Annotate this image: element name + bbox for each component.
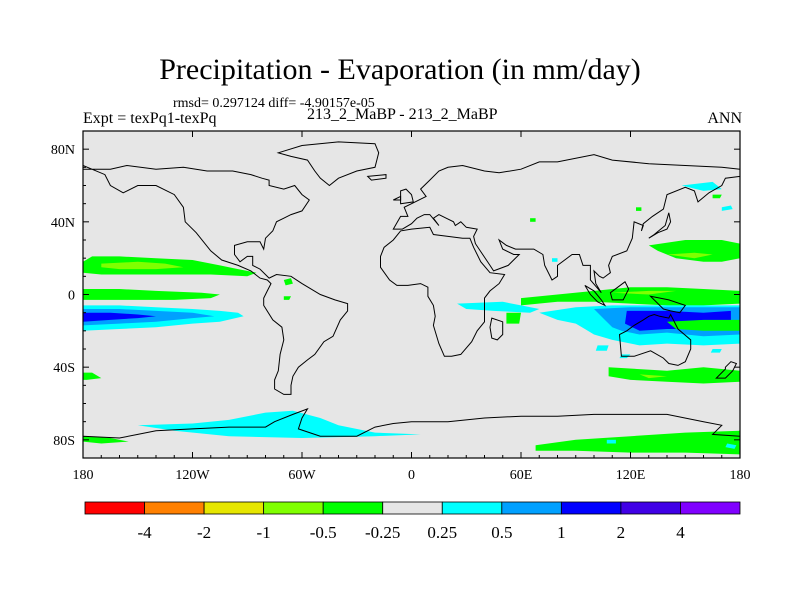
colorbar-label: -0.25 bbox=[365, 523, 400, 542]
y-tick-label: 80N bbox=[51, 143, 75, 158]
contour-region bbox=[521, 287, 740, 306]
chart-title: Precipitation - Evaporation (in mm/day) bbox=[159, 53, 641, 86]
contour-region bbox=[639, 374, 667, 379]
colorbar-label: -1 bbox=[257, 523, 271, 542]
colorbar-label: 1 bbox=[557, 523, 566, 542]
contour-region bbox=[710, 349, 722, 353]
coastline-layer bbox=[83, 141, 740, 458]
coastline bbox=[393, 195, 402, 201]
coastline bbox=[648, 212, 672, 239]
y-tick-label: 80S bbox=[53, 434, 75, 449]
contour-region bbox=[101, 261, 184, 270]
colorbar-swatch bbox=[680, 501, 741, 515]
contour-region bbox=[283, 296, 291, 300]
coastline bbox=[276, 141, 380, 187]
x-tick-label: 0 bbox=[408, 468, 415, 483]
stats-line: rmsd= 0.297124 diff= -4.90157e-05 bbox=[173, 96, 375, 111]
contour-region bbox=[552, 258, 558, 262]
colorbar-label: -2 bbox=[197, 523, 211, 542]
x-tick-label: 180 bbox=[73, 468, 94, 483]
coastline bbox=[400, 188, 414, 205]
colorbar-swatch bbox=[203, 501, 265, 515]
colorbar-label: 4 bbox=[676, 523, 685, 542]
colorbar-label: 0.5 bbox=[491, 523, 512, 542]
contour-region bbox=[608, 367, 740, 384]
colorbar-swatch bbox=[501, 501, 562, 515]
contour-region bbox=[530, 218, 536, 222]
colorbar-label: -0.5 bbox=[310, 523, 337, 542]
contour-region bbox=[83, 436, 129, 444]
contour-region bbox=[712, 194, 722, 199]
x-tick-label: 60W bbox=[288, 468, 316, 483]
contour-region bbox=[667, 252, 713, 259]
y-tick-label: 40S bbox=[53, 361, 75, 376]
contour-region bbox=[83, 312, 156, 322]
contour-region bbox=[725, 443, 737, 449]
coastline bbox=[649, 295, 687, 314]
contour-region bbox=[535, 430, 740, 455]
coastline bbox=[489, 317, 504, 341]
contour-region bbox=[595, 345, 609, 351]
contour-region bbox=[612, 290, 677, 295]
colorbar-swatch bbox=[263, 501, 324, 515]
contour-fill-layer bbox=[83, 181, 740, 455]
coastline bbox=[609, 281, 630, 301]
contour-region bbox=[506, 312, 521, 324]
contour-region bbox=[681, 181, 722, 191]
contour-region bbox=[721, 205, 733, 211]
coastline bbox=[83, 407, 740, 458]
colorbar-label: 0.25 bbox=[427, 523, 457, 542]
coastline bbox=[380, 226, 506, 357]
x-tick-label: 60E bbox=[510, 468, 533, 483]
coastline bbox=[715, 361, 738, 379]
x-tick-label: 180 bbox=[730, 468, 751, 483]
contour-region bbox=[83, 289, 220, 300]
colorbar-label: -4 bbox=[137, 523, 152, 542]
colorbar-swatch bbox=[382, 501, 443, 515]
colorbar-swatch bbox=[560, 501, 622, 515]
colorbar-swatch bbox=[84, 501, 145, 515]
colorbar: -4 -2 -1 -0.5 -0.25 0.25 0.5 1 2 4 bbox=[84, 501, 741, 542]
colorbar-swatch bbox=[144, 501, 205, 515]
season-label: ANN bbox=[707, 110, 742, 127]
coastline bbox=[83, 164, 349, 395]
x-tick-label: 120E bbox=[616, 468, 646, 483]
axes: 180 120W 60W 0 60E 120E 180 80N 40N 0 40S 80S bbox=[51, 130, 751, 483]
contour-region bbox=[457, 301, 540, 313]
coastline bbox=[392, 154, 740, 294]
case-label: 213_2_MaBP - 213_2_MaBP bbox=[307, 106, 498, 123]
contour-region bbox=[606, 439, 616, 444]
contour-region bbox=[648, 240, 740, 262]
coastline bbox=[584, 284, 607, 307]
colorbar-swatch bbox=[322, 501, 384, 515]
contour-region bbox=[83, 372, 102, 380]
contour-region bbox=[667, 319, 740, 331]
colorbar-swatch bbox=[620, 501, 681, 515]
coastline bbox=[618, 313, 692, 366]
y-tick-label: 0 bbox=[68, 289, 75, 304]
x-tick-label: 120W bbox=[175, 468, 210, 483]
colorbar-label: 2 bbox=[617, 523, 626, 542]
coastline bbox=[366, 174, 387, 181]
experiment-label: Expt = texPq1-texPq bbox=[83, 110, 217, 127]
contour-region bbox=[137, 410, 421, 438]
contour-region bbox=[636, 207, 642, 211]
colorbar-swatch bbox=[441, 501, 503, 515]
y-tick-label: 40N bbox=[51, 216, 75, 231]
contour-region bbox=[283, 278, 293, 286]
